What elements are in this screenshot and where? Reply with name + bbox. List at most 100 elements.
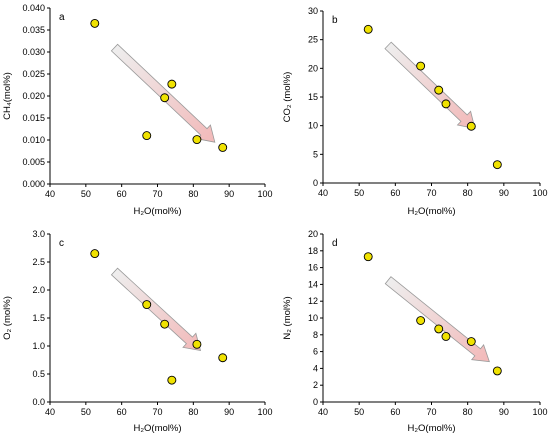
x-tick-label: 40 (318, 407, 328, 417)
trend-arrow (384, 41, 476, 130)
y-tick-label: 25 (308, 35, 318, 45)
x-tick-label: 70 (152, 189, 162, 199)
y-tick-label: 20 (308, 229, 318, 239)
x-tick-label: 60 (390, 188, 400, 198)
y-tick-label: 12 (308, 296, 318, 306)
data-point (434, 85, 444, 95)
data-point (416, 316, 426, 325)
data-point (90, 249, 100, 259)
data-point (416, 61, 426, 71)
y-tick-label: 8 (313, 330, 318, 340)
x-tick-label: 90 (499, 407, 509, 417)
x-axis-label: H₂O(mol%) (407, 206, 455, 217)
data-point (192, 135, 202, 145)
data-point (142, 131, 152, 141)
x-tick-label: 90 (224, 189, 234, 199)
y-axis-label: CH₄(mol%) (2, 72, 13, 120)
data-point (218, 353, 228, 363)
y-tick-label: 0.010 (22, 135, 45, 145)
x-tick-label: 80 (463, 188, 473, 198)
x-tick-label: 70 (426, 407, 436, 417)
y-tick-label: 30 (308, 6, 318, 16)
y-axis-label: N₂ (mol%) (282, 296, 293, 339)
x-tick-label: 60 (117, 189, 127, 199)
y-tick-label: 0.015 (22, 113, 45, 123)
chart-panel-a: 40 50 60 70 80 90 100 0.000 0.005 0.010 0.015 0.020… (2, 3, 273, 217)
y-tick-label: 10 (308, 313, 318, 323)
y-tick-label: 1.5 (32, 313, 45, 323)
y-tick-label: 10 (308, 121, 318, 131)
x-tick-label: 60 (390, 407, 400, 417)
panel-letter: b (332, 15, 338, 26)
x-tick-label: 80 (188, 407, 198, 417)
y-tick-label: 0.025 (22, 69, 45, 79)
x-tick-label: 100 (532, 407, 547, 417)
chart-panel-d: 40 50 60 70 80 90 100 0 2 4 6 8 10 12 14 16 18 20 H₂O(mol%… (282, 229, 548, 434)
data-point (160, 319, 170, 329)
y-tick-label: 4 (313, 363, 318, 373)
x-tick-label: 90 (499, 188, 509, 198)
data-point (466, 121, 476, 131)
y-tick-label: 16 (308, 263, 318, 273)
data-point (218, 143, 228, 152)
y-tick-label: 15 (308, 92, 318, 102)
data-point (160, 93, 170, 103)
data-point (363, 24, 373, 34)
x-tick-label: 60 (117, 407, 127, 417)
y-tick-label: 1.0 (32, 341, 45, 351)
trend-arrow (110, 43, 216, 143)
data-point (142, 300, 152, 310)
y-tick-label: 6 (313, 347, 318, 357)
y-tick-label: 0.5 (32, 369, 45, 379)
y-tick-label: 0.0 (32, 397, 45, 407)
x-tick-label: 100 (257, 189, 272, 199)
x-tick-label: 50 (354, 188, 364, 198)
data-point (434, 324, 444, 334)
x-tick-label: 100 (257, 407, 272, 417)
x-tick-label: 100 (532, 188, 547, 198)
data-point (167, 375, 177, 385)
y-tick-label: 2.5 (32, 257, 45, 267)
x-tick-label: 80 (188, 189, 198, 199)
x-tick-label: 90 (224, 407, 234, 417)
data-point (492, 160, 502, 170)
y-tick-label: 0.000 (22, 179, 45, 189)
x-axis-label: H₂O(mol%) (133, 423, 181, 434)
y-tick-label: 0.030 (22, 47, 45, 57)
x-tick-label: 50 (354, 407, 364, 417)
y-tick-label: 20 (308, 63, 318, 73)
y-tick-label: 0.035 (22, 25, 45, 35)
trend-arrow (110, 267, 202, 351)
x-tick-label: 70 (152, 407, 162, 417)
data-point (441, 99, 451, 109)
chart-panel-c: 40 50 60 70 80 90 100 0.0 0.5 1.0 1.5 2.0 2.5 3.0 H₂O(… (2, 229, 273, 434)
data-point (363, 252, 373, 262)
data-point (90, 18, 100, 28)
y-tick-label: 0.040 (22, 3, 45, 13)
y-tick-label: 5 (313, 149, 318, 159)
y-tick-label: 2.0 (32, 285, 45, 295)
y-axis-label: CO₂ (mol%) (282, 72, 293, 123)
trend-arrow (384, 276, 490, 363)
y-tick-label: 2 (313, 380, 318, 390)
y-tick-label: 18 (308, 246, 318, 256)
data-point (192, 339, 202, 349)
panel-letter: a (59, 12, 65, 23)
y-tick-label: 0.005 (22, 157, 45, 167)
y-tick-label: 3.0 (32, 229, 45, 239)
x-tick-label: 50 (81, 407, 91, 417)
data-point (441, 332, 451, 341)
x-tick-label: 40 (45, 407, 55, 417)
x-tick-label: 80 (463, 407, 473, 417)
x-axis-label: H₂O(mol%) (133, 206, 181, 217)
x-tick-label: 50 (81, 189, 91, 199)
x-tick-label: 40 (318, 188, 328, 198)
panel-letter: d (332, 238, 338, 249)
chart-panel-b: 40 50 60 70 80 90 100 0 5 10 15 20 25 30 H₂O(mol%) CO₂ … (282, 6, 548, 217)
x-tick-label: 70 (426, 188, 436, 198)
x-axis-label: H₂O(mol%) (407, 423, 455, 434)
y-tick-label: 14 (308, 279, 318, 289)
y-tick-label: 0 (313, 178, 318, 188)
data-point (466, 337, 476, 346)
